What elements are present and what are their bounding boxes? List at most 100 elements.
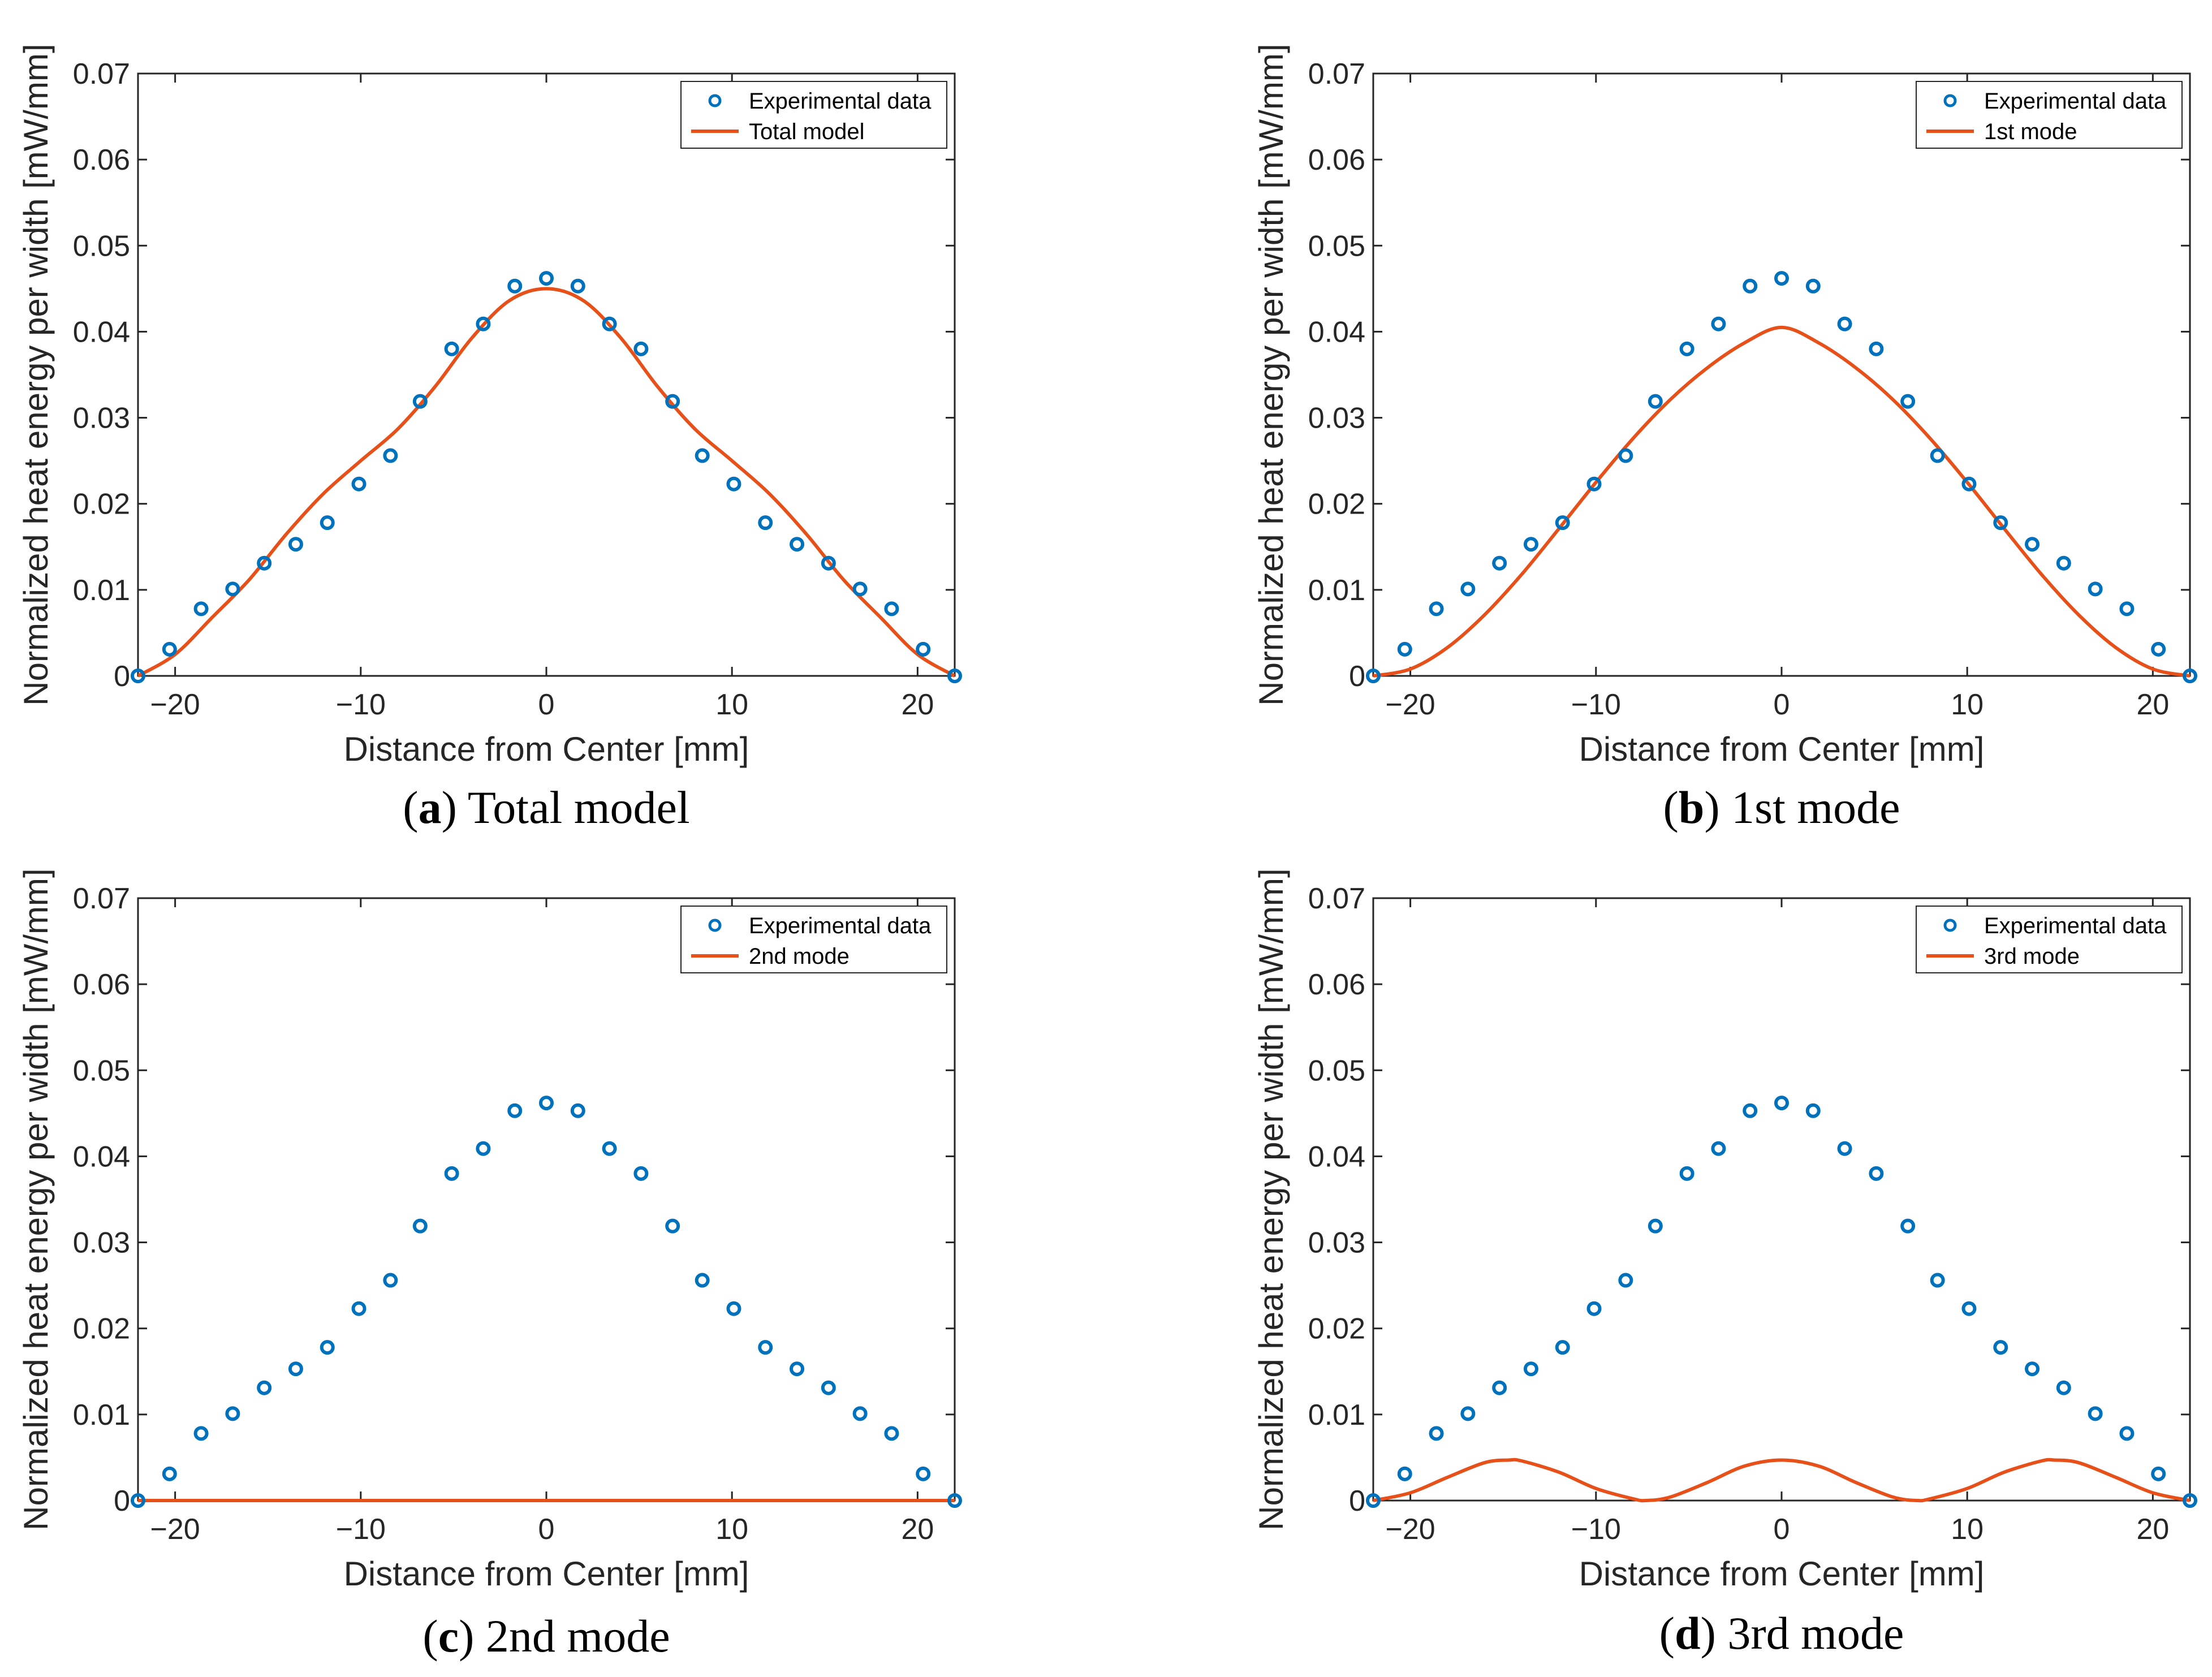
data-point-experimental [351, 1301, 366, 1316]
legend-box [1916, 906, 2183, 973]
data-point-experimental [1961, 1301, 1977, 1316]
data-point-experimental [1618, 1273, 1633, 1288]
legend-label: Experimental data [749, 913, 932, 938]
data-point-experimental [507, 278, 523, 294]
data-point-experimental [1460, 1406, 1476, 1421]
data-point-experimental [2025, 537, 2040, 552]
data-point-experimental [1774, 1096, 1789, 1111]
legend-label: Experimental data [1984, 913, 2167, 938]
data-point-experimental [1805, 278, 1821, 294]
plot-area [1372, 897, 2191, 1502]
data-point-experimental [257, 555, 272, 571]
caption-paren-open: ( [422, 1610, 438, 1662]
data-point-experimental [476, 316, 491, 331]
data-point-experimental [884, 601, 899, 617]
y-tick-label: 0.07 [73, 882, 130, 915]
plot-area [1372, 72, 2191, 677]
data-point-experimental [790, 1361, 805, 1377]
y-tick-label: 0.06 [1308, 968, 1365, 1001]
data-point-experimental [288, 1361, 303, 1377]
data-point-experimental [602, 316, 617, 331]
data-point-experimental [193, 1426, 209, 1441]
panel-caption: (b) 1st mode [1663, 782, 1900, 833]
data-point-experimental [665, 1218, 680, 1234]
data-point-experimental [539, 271, 554, 286]
y-tick-label: 0.03 [1308, 402, 1365, 435]
data-point-experimental [758, 1340, 773, 1355]
data-point-experimental [2056, 555, 2071, 571]
y-tick-label: 0.02 [73, 488, 130, 521]
data-point-experimental [1397, 641, 1412, 657]
y-tick-label: 0.06 [73, 968, 130, 1001]
data-point-experimental [162, 641, 177, 657]
data-point-experimental [476, 1141, 491, 1156]
data-point-experimental [726, 476, 741, 492]
x-tick-label: −10 [1571, 688, 1621, 721]
x-axis-label: Distance from Center [mm] [344, 730, 749, 768]
x-tick-label: −20 [150, 688, 200, 721]
data-point-experimental [1805, 1103, 1821, 1118]
legend-label: Experimental data [749, 89, 932, 114]
data-point-experimental [2151, 1466, 2166, 1481]
data-point-experimental [539, 1096, 554, 1111]
legend-box [1916, 81, 2183, 149]
data-point-experimental [2183, 1493, 2197, 1508]
y-tick-label: 0.05 [73, 230, 130, 262]
data-point-experimental [383, 448, 398, 463]
y-axis-label: Normalized heat energy per width [mW/mm] [1252, 44, 1290, 705]
data-point-experimental [633, 1166, 649, 1181]
caption-paren-open: ( [403, 782, 418, 833]
data-point-experimental [1711, 316, 1726, 331]
data-point-experimental [1492, 555, 1507, 571]
caption-letter: d [1675, 1607, 1701, 1659]
data-point-experimental [570, 278, 585, 294]
caption-text: Total model [457, 782, 690, 833]
y-tick-label: 0.05 [1308, 1054, 1365, 1087]
y-tick-label: 0.01 [73, 574, 130, 607]
data-point-experimental [1679, 341, 1694, 356]
x-tick-label: 20 [2136, 688, 2169, 721]
legend-marker-experimental [708, 94, 722, 107]
y-tick-label: 0.06 [73, 144, 130, 176]
x-tick-label: 0 [1774, 688, 1790, 721]
caption-letter: a [419, 782, 442, 833]
data-point-experimental [1460, 581, 1476, 597]
x-tick-label: 10 [715, 1513, 748, 1546]
data-point-experimental [2151, 641, 2166, 657]
y-tick-label: 0.04 [1308, 316, 1365, 348]
legend-box [680, 81, 947, 149]
x-tick-label: −20 [1386, 1513, 1435, 1546]
legend: Experimental data 3rd mode [1916, 906, 2183, 973]
x-tick-label: −20 [1386, 688, 1435, 721]
data-point-experimental [1837, 316, 1852, 331]
legend: Experimental data 1st mode [1916, 81, 2183, 149]
data-point-experimental [884, 1426, 899, 1441]
caption-paren-close: ) [442, 782, 457, 833]
data-point-experimental [1869, 1166, 1884, 1181]
x-tick-label: −20 [150, 1513, 200, 1546]
y-tick-label: 0.04 [73, 316, 130, 348]
legend-label: Total model [749, 119, 865, 144]
x-axis-label: Distance from Center [mm] [1579, 730, 1985, 768]
legend-label: 3rd mode [1984, 944, 2080, 969]
x-tick-label: 10 [1951, 1513, 1984, 1546]
legend-label: Experimental data [1984, 89, 2167, 114]
x-tick-label: 10 [1951, 688, 1984, 721]
data-point-experimental [852, 581, 868, 597]
data-point-experimental [1679, 1166, 1694, 1181]
x-tick-label: −10 [1571, 1513, 1621, 1546]
y-tick-label: 0.03 [1308, 1227, 1365, 1260]
data-point-experimental [1555, 1340, 1570, 1355]
caption-text: 1st mode [1720, 782, 1900, 833]
series-line-model [1373, 325, 2190, 678]
y-tick-label: 0.04 [73, 1140, 130, 1173]
legend-label: 1st mode [1984, 119, 2077, 144]
series-line-model [1373, 1458, 2190, 1503]
plot-area [137, 72, 956, 677]
caption-paren-close: ) [459, 1610, 474, 1662]
panel-caption: (d) 3rd mode [1659, 1607, 1904, 1659]
data-point-experimental [2088, 581, 2103, 597]
y-tick-label: 0.03 [73, 402, 130, 435]
data-point-experimental [570, 1103, 585, 1118]
data-point-experimental [225, 581, 240, 597]
